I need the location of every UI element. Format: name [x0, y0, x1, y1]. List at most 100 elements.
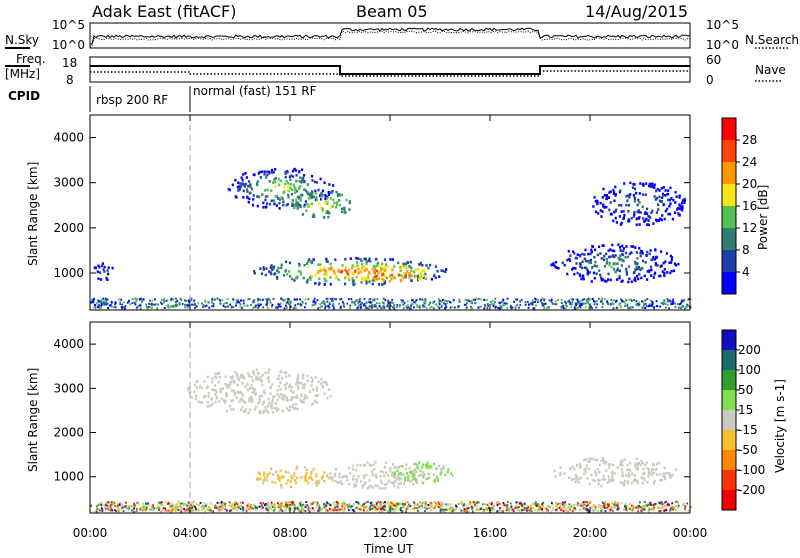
- ground-scatter-cell: [677, 501, 679, 504]
- ground-scatter-cell: [609, 303, 612, 306]
- ground-scatter-cell: [366, 505, 368, 508]
- data-cell: [638, 272, 641, 276]
- data-cell: [345, 475, 349, 478]
- ground-scatter-cell: [341, 301, 344, 304]
- ground-scatter-cell: [672, 508, 675, 511]
- data-cell: [419, 262, 422, 266]
- data-cell: [588, 457, 591, 461]
- ground-scatter-cell: [477, 297, 480, 300]
- data-cell: [609, 190, 612, 193]
- ground-scatter-cell: [187, 300, 190, 302]
- data-cell: [360, 259, 363, 263]
- data-cell: [357, 475, 360, 478]
- data-cell: [399, 472, 402, 475]
- data-cell: [245, 176, 248, 179]
- ground-scatter-cell: [635, 302, 638, 305]
- data-cell: [308, 196, 312, 199]
- data-cell: [226, 386, 229, 389]
- data-cell: [299, 196, 302, 200]
- ground-scatter-cell: [631, 306, 634, 309]
- data-cell: [651, 468, 655, 471]
- ground-scatter-cell: [135, 298, 138, 301]
- data-cell: [616, 268, 619, 272]
- data-cell: [311, 179, 314, 182]
- ground-scatter-cell: [239, 508, 242, 510]
- data-cell: [674, 211, 677, 214]
- ground-scatter-cell: [314, 301, 317, 304]
- ground-scatter-cell: [97, 508, 100, 511]
- data-cell: [304, 476, 307, 480]
- ground-scatter-cell: [635, 300, 638, 303]
- data-cell: [267, 503, 270, 507]
- ground-scatter-cell: [236, 298, 239, 301]
- ground-scatter-cell: [530, 510, 533, 512]
- data-cell: [657, 219, 660, 222]
- data-cell: [284, 182, 287, 186]
- data-cell: [224, 383, 227, 386]
- ground-scatter-cell: [429, 301, 431, 304]
- ground-scatter-cell: [447, 299, 450, 302]
- data-cell: [581, 502, 584, 505]
- data-cell: [656, 473, 659, 476]
- data-cell: [572, 266, 575, 270]
- ground-scatter-cell: [642, 306, 645, 309]
- ground-scatter-cell: [145, 502, 147, 505]
- ground-scatter-cell: [177, 506, 179, 509]
- ground-scatter-cell: [583, 298, 586, 301]
- ground-scatter-cell: [550, 298, 553, 301]
- data-cell: [273, 178, 276, 181]
- data-cell: [573, 252, 576, 255]
- ground-scatter-cell: [299, 298, 301, 301]
- ground-scatter-cell: [669, 299, 671, 302]
- ground-scatter-cell: [354, 301, 356, 304]
- data-cell: [663, 274, 666, 277]
- ground-scatter-cell: [249, 506, 252, 508]
- data-cell: [228, 386, 231, 389]
- ground-scatter-cell: [288, 301, 290, 304]
- data-cell: [553, 264, 556, 267]
- data-cell: [355, 480, 358, 483]
- ground-scatter-cell: [355, 506, 358, 509]
- ground-scatter-cell: [637, 303, 639, 306]
- ground-scatter-cell: [324, 307, 326, 310]
- data-cell: [660, 478, 664, 482]
- data-cell: [573, 272, 576, 276]
- data-cell: [102, 268, 105, 271]
- data-cell: [646, 212, 649, 215]
- ground-scatter-cell: [606, 503, 609, 506]
- ground-scatter-cell: [468, 502, 471, 505]
- data-cell: [100, 264, 104, 268]
- data-cell: [260, 394, 263, 398]
- data-cell: [625, 195, 628, 198]
- data-cell: [598, 463, 601, 467]
- data-cell: [660, 264, 663, 267]
- data-cell: [409, 471, 412, 474]
- data-cell: [413, 462, 416, 466]
- ground-scatter-cell: [240, 299, 242, 302]
- data-cell: [214, 372, 217, 376]
- ground-scatter-cell: [379, 501, 382, 504]
- data-cell: [320, 192, 323, 195]
- data-cell: [266, 202, 269, 205]
- ground-scatter-cell: [514, 505, 517, 508]
- data-cell: [366, 487, 369, 490]
- ground-scatter-cell: [216, 501, 219, 504]
- ground-scatter-cell: [292, 504, 294, 507]
- data-cell: [259, 267, 262, 270]
- data-cell: [646, 481, 649, 484]
- ground-scatter-cell: [307, 506, 310, 509]
- data-cell: [585, 266, 588, 270]
- data-cell: [636, 464, 639, 467]
- noise-left-tick-top: 10^5: [52, 18, 85, 32]
- data-cell: [574, 480, 577, 484]
- data-cell: [605, 205, 608, 209]
- ground-scatter-cell: [266, 307, 269, 310]
- data-cell: [324, 197, 327, 201]
- data-cell: [451, 474, 454, 477]
- data-cell: [576, 253, 579, 256]
- data-cell: [613, 249, 616, 253]
- data-cell: [284, 260, 288, 264]
- ground-scatter-cell: [522, 506, 525, 509]
- ground-scatter-cell: [133, 503, 135, 506]
- data-cell: [239, 182, 242, 185]
